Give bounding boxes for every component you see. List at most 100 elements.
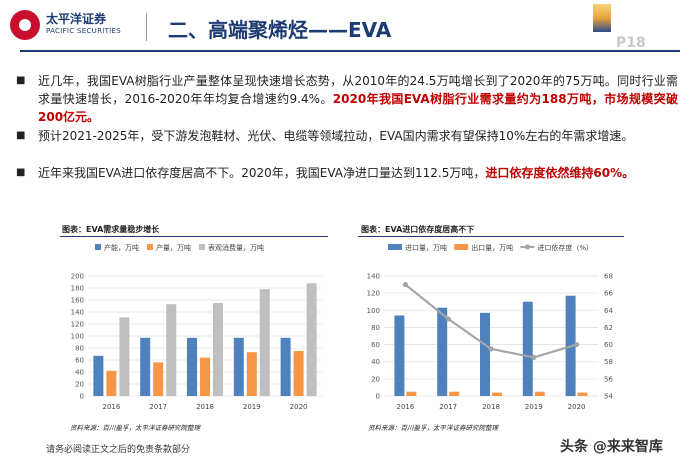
bar xyxy=(293,351,304,396)
y-tick-label: 120 xyxy=(71,321,84,329)
bullet-paragraph-2: 预计2021-2025年，受下游发泡鞋材、光伏、电缆等领域拉动，EVA国内需求有… xyxy=(16,127,678,145)
bar xyxy=(119,317,130,396)
bar xyxy=(233,337,244,396)
bar xyxy=(492,392,502,396)
legend-label: 进口依存度（%） xyxy=(537,243,593,252)
y-tick-label: 20 xyxy=(75,381,84,389)
bullet-text: 预计2021-2025年，受下游发泡鞋材、光伏、电缆等领域拉动，EVA国内需求有… xyxy=(38,129,634,143)
x-tick-label: 2017 xyxy=(439,403,457,411)
chart-demand: 产能，万吨 产量，万吨 表观消费量，万吨 0 20 40 60 80 100 120 140 160 1… xyxy=(71,243,322,411)
line-point xyxy=(574,341,580,348)
x-tick-label: 2016 xyxy=(102,403,120,411)
y2-tick-label: 56 xyxy=(604,375,613,383)
bar xyxy=(187,337,197,396)
legend-swatch xyxy=(388,244,402,250)
bar xyxy=(246,352,257,396)
bar xyxy=(280,337,291,396)
y-tick-label: 140 xyxy=(71,309,84,317)
y-tick-label: 40 xyxy=(75,369,84,377)
bar xyxy=(166,304,177,396)
x-tick-label: 2018 xyxy=(196,403,214,411)
x-tick-label: 2019 xyxy=(525,403,543,411)
page-title: 二、高端聚烯烃——EVA xyxy=(168,18,392,42)
y2-tick-label: 54 xyxy=(604,393,613,401)
bar xyxy=(200,357,210,396)
bar xyxy=(153,362,164,396)
legend-swatch xyxy=(95,244,101,250)
bullet-paragraph-1: 近几年，我国EVA树脂行业产量整体呈现快速增长态势，从2010年的24.5万吨增… xyxy=(16,72,679,126)
x-tick-label: 2020 xyxy=(290,403,308,411)
line-point xyxy=(488,346,494,352)
bar xyxy=(106,370,117,396)
y-tick-label: 80 xyxy=(371,324,380,332)
page-number: P18 xyxy=(616,35,646,51)
y-tick-label: 60 xyxy=(75,357,84,365)
y2-tick-label: 64 xyxy=(604,307,613,315)
y-tick-label: 40 xyxy=(371,358,380,366)
x-tick-label: 2020 xyxy=(568,403,586,411)
logo-name-cn: 太平洋证券 xyxy=(46,12,107,26)
bar xyxy=(213,303,223,396)
bar xyxy=(140,337,151,396)
logo-icon xyxy=(10,10,40,40)
page-badge-icon xyxy=(593,4,611,32)
header-rule xyxy=(20,50,680,52)
bullet-highlight: 进口依存度依然维持60%。 xyxy=(485,166,635,180)
y2-tick-label: 66 xyxy=(604,290,613,298)
bar xyxy=(522,301,533,396)
header-divider xyxy=(146,13,147,41)
bullet-highlight: 2020年我国EVA树脂行业需求量约为188万吨，市场规模突破200亿元。 xyxy=(38,92,679,124)
y-tick-label: 160 xyxy=(71,297,84,305)
line-point xyxy=(445,316,451,322)
legend-swatch xyxy=(199,244,205,250)
y-tick-label: 100 xyxy=(367,307,380,315)
bar xyxy=(259,289,270,396)
chart-source-import: 资料来源：百川盈孚，太平洋证券研究院整理 xyxy=(368,424,498,432)
legend-swatch xyxy=(524,244,530,250)
legend-label: 出口量，万吨 xyxy=(471,243,513,252)
bar xyxy=(93,355,104,396)
legend-swatch xyxy=(147,244,153,250)
line-point xyxy=(402,281,408,288)
y2-tick-label: 58 xyxy=(604,358,613,366)
y-tick-label: 20 xyxy=(371,375,380,383)
chart-title-demand: 图表：EVA需求量稳步增长 xyxy=(62,225,160,234)
bar xyxy=(480,312,490,396)
y-tick-label: 60 xyxy=(371,341,380,349)
bar xyxy=(449,391,460,396)
line-point xyxy=(531,354,537,361)
bar xyxy=(577,392,588,396)
chart-title-rule xyxy=(358,236,624,237)
y-tick-label: 0 xyxy=(376,393,380,401)
bar xyxy=(437,307,448,396)
chart-title-rule xyxy=(60,236,328,237)
chart-source-demand: 资料来源：百川盈孚，太平洋证券研究院整理 xyxy=(70,424,200,432)
y-tick-label: 0 xyxy=(80,393,84,401)
bullet-text: 近几年，我国EVA树脂行业产量整体呈现快速增长态势，从2010年的24.5万吨增… xyxy=(38,74,678,106)
bullet-paragraph-3: 近年来我国EVA进口依存度居高不下。2020年，我国EVA净进口量达到112.5… xyxy=(16,164,678,182)
watermark-text: 头条 @来来智库 xyxy=(560,439,663,455)
bar xyxy=(534,391,545,396)
bullet-text: 近年来我国EVA进口依存度居高不下。2020年，我国EVA净进口量达到112.5… xyxy=(38,166,486,180)
y-tick-label: 200 xyxy=(71,273,84,281)
legend-label: 产能，万吨 xyxy=(104,243,139,252)
y-tick-label: 180 xyxy=(71,285,84,293)
chart-title-import: 图表：EVA进口依存度居高不下 xyxy=(361,225,475,234)
legend-label: 产量，万吨 xyxy=(156,243,191,252)
y2-tick-label: 68 xyxy=(604,273,613,281)
legend-label: 进口量，万吨 xyxy=(405,243,447,252)
y-tick-label: 140 xyxy=(367,273,380,281)
legend-label: 表观消费量，万吨 xyxy=(208,243,264,252)
x-tick-label: 2018 xyxy=(482,403,500,411)
chart-import: 进口量，万吨 出口量，万吨 进口依存度（%） 0 20 40 60 80 100 120 140 54… xyxy=(367,243,614,411)
y-tick-label: 80 xyxy=(75,345,84,353)
y-tick-label: 100 xyxy=(71,333,84,341)
x-tick-label: 2017 xyxy=(149,403,167,411)
logo-name-en: PACIFIC SECURITIES xyxy=(46,27,122,35)
y-tick-label: 120 xyxy=(367,290,380,298)
x-tick-label: 2019 xyxy=(243,403,261,411)
disclaimer-footer: 请务必阅读正文之后的免责条款部分 xyxy=(46,445,191,455)
y2-tick-label: 60 xyxy=(604,341,613,349)
legend-swatch xyxy=(454,244,469,250)
bar xyxy=(406,391,417,396)
